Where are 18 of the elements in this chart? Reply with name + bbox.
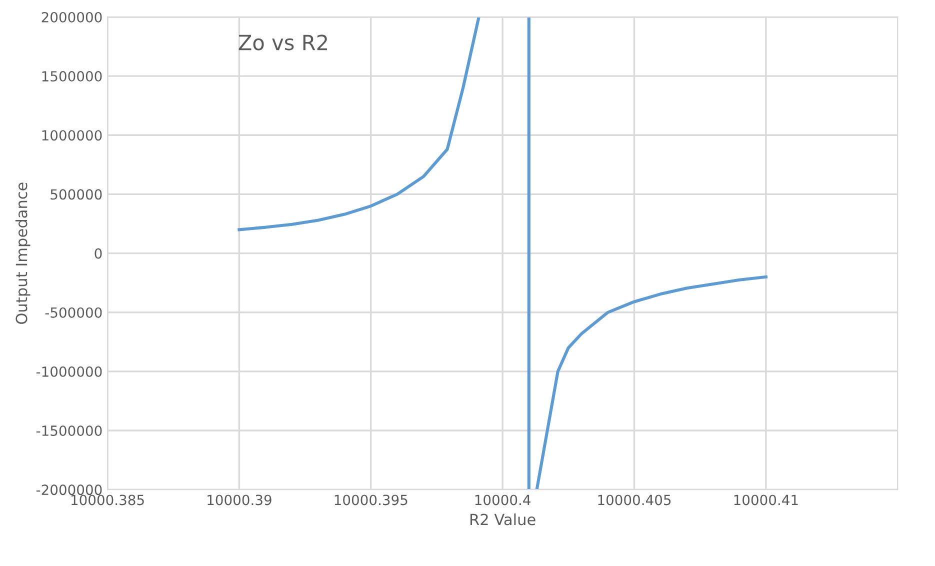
x-tick-label: 10000.41 [734, 494, 798, 506]
y-tick-label: 1000000 [42, 130, 102, 141]
y-tick-label: -500000 [45, 307, 102, 318]
y-tick-label: 2000000 [42, 12, 102, 22]
x-tick-label: 10000.4 [475, 494, 530, 506]
y-tick-label: -1500000 [36, 425, 102, 436]
x-tick-label: 10000.385 [71, 494, 144, 506]
y-tick-label: -1000000 [36, 366, 102, 377]
y-tick-label: -2000000 [36, 484, 102, 496]
x-tick-label: 10000.405 [598, 494, 671, 506]
y-tick-label: 1500000 [42, 71, 102, 82]
x-axis-title: R2 Value [470, 513, 536, 526]
y-axis-title: Output Impedance [15, 182, 30, 324]
y-tick-label: 0 [94, 248, 102, 259]
x-tick-label: 10000.39 [208, 494, 272, 506]
y-tick-label: 500000 [50, 189, 102, 200]
text: Zo vs R2 [238, 34, 327, 50]
x-tick-label: 10000.395 [334, 494, 408, 506]
